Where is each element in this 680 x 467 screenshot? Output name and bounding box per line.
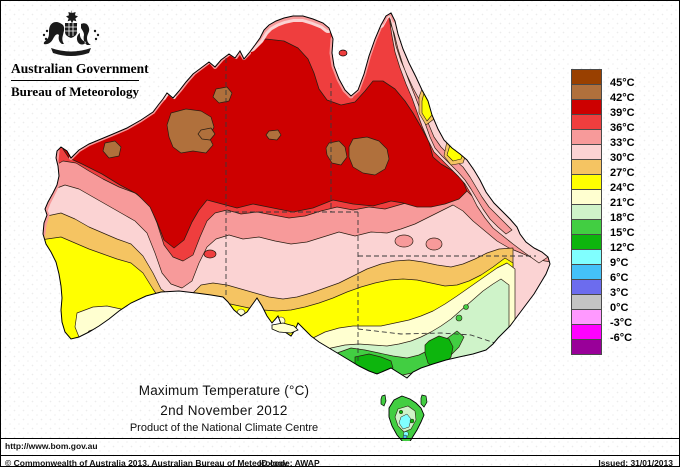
legend-swatch bbox=[571, 159, 602, 175]
legend-swatch bbox=[571, 99, 602, 115]
map-date: 2nd November 2012 bbox=[160, 403, 288, 418]
legend-label: 45°C bbox=[610, 77, 635, 89]
tasmania bbox=[388, 395, 425, 441]
map-title: Maximum Temperature (°C) bbox=[138, 383, 310, 398]
legend-swatch bbox=[571, 114, 602, 130]
banner-icon bbox=[51, 48, 91, 56]
legend-label: 9°C bbox=[610, 257, 629, 269]
mainland-temperature-regions bbox=[43, 13, 550, 378]
legend-swatch bbox=[571, 279, 602, 295]
temperature-legend: 45°C 42°C 39°C 36°C 33°C 30°C 27°C 24°C 21°C 18°C… bbox=[571, 69, 671, 355]
legend-swatch bbox=[571, 234, 602, 250]
australia-temperature-map bbox=[42, 12, 551, 441]
legend-label: 33°C bbox=[610, 137, 635, 149]
legend-swatch bbox=[571, 189, 602, 205]
legend-label: 15°C bbox=[610, 227, 635, 239]
map-bottom-rule bbox=[1, 438, 679, 439]
copyright-text: © Commonwealth of Australia 2013, Austra… bbox=[5, 458, 288, 467]
legend-swatch bbox=[571, 249, 602, 265]
legend-swatch bbox=[571, 339, 602, 355]
legend-swatch bbox=[571, 324, 602, 340]
mainland-coastline bbox=[42, 12, 551, 379]
map-product-line: Product of the National Climate Centre bbox=[129, 422, 319, 434]
agency-header: Australian Government Bureau of Meteorol… bbox=[11, 61, 149, 100]
alpine-spot bbox=[463, 304, 469, 310]
legend-label: 12°C bbox=[610, 242, 635, 254]
map-titles: Maximum Temperature (°C) 2nd November 20… bbox=[54, 383, 394, 434]
groote-eylandt bbox=[338, 49, 348, 57]
alpine-spot bbox=[455, 314, 463, 322]
legend-swatch bbox=[571, 84, 602, 100]
legend-swatch bbox=[571, 294, 602, 310]
header-divider bbox=[11, 80, 139, 81]
kangaroo-icon bbox=[43, 22, 65, 45]
footer-bar: © Commonwealth of Australia 2013, Austra… bbox=[1, 457, 679, 467]
issued-date-text: Issued: 31/01/2013 bbox=[598, 458, 673, 467]
footer-divider bbox=[1, 455, 679, 456]
legend-swatch bbox=[571, 309, 602, 325]
legend-label: 39°C bbox=[610, 107, 635, 119]
legend-label: 24°C bbox=[610, 182, 635, 194]
band-21-24-sw-wa bbox=[74, 305, 138, 352]
australian-coat-of-arms bbox=[42, 10, 100, 56]
legend-label: -6°C bbox=[610, 332, 633, 344]
legend-label: 42°C bbox=[610, 92, 635, 104]
kangaroo-island bbox=[271, 322, 299, 334]
legend-swatch bbox=[571, 129, 602, 145]
nsw-salmon-blob bbox=[425, 237, 443, 251]
legend-label: 0°C bbox=[610, 302, 629, 314]
flinders-island bbox=[420, 394, 428, 408]
legend-swatch bbox=[571, 219, 602, 235]
legend-swatch bbox=[571, 69, 602, 85]
star-icon bbox=[66, 10, 78, 24]
legend-label: 18°C bbox=[610, 212, 635, 224]
legend-swatch bbox=[571, 264, 602, 280]
legend-swatch bbox=[571, 174, 602, 190]
legend-label: -3°C bbox=[610, 317, 633, 329]
legend-label: 3°C bbox=[610, 287, 629, 299]
state-borders bbox=[225, 58, 536, 361]
nsw-salmon-blob bbox=[394, 234, 414, 248]
wattle-icon bbox=[42, 29, 100, 41]
bureau-title: Bureau of Meteorology bbox=[11, 84, 140, 99]
id-code-text: ID code: AWAP bbox=[259, 458, 320, 467]
legend-label: 36°C bbox=[610, 122, 635, 134]
sa-red-blob bbox=[203, 249, 217, 259]
legend-label: 6°C bbox=[610, 272, 629, 284]
government-title: Australian Government bbox=[11, 61, 149, 76]
band-12-15-alps bbox=[424, 335, 454, 370]
legend-swatch bbox=[571, 204, 602, 220]
legend-label: 30°C bbox=[610, 152, 635, 164]
border-nsw-vic bbox=[357, 328, 499, 345]
bom-url: http://www.bom.gov.au bbox=[5, 441, 98, 451]
legend-swatch bbox=[571, 144, 602, 160]
legend-label: 21°C bbox=[610, 197, 635, 209]
emu-icon bbox=[76, 23, 91, 45]
legend-label: 27°C bbox=[610, 167, 635, 179]
king-island bbox=[380, 394, 387, 407]
